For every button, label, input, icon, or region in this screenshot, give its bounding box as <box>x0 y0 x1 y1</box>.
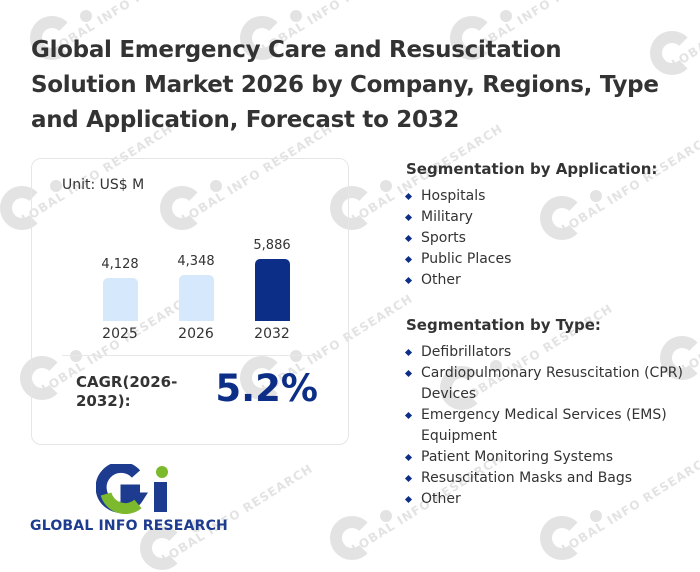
bullet-icon <box>404 348 413 357</box>
application-list: Hospitals Military Sports Public Places Othe… <box>404 186 686 291</box>
bar-2025 <box>102 278 138 321</box>
type-item-label: Emergency Medical Services (EMS) Equipme… <box>421 407 667 444</box>
logo-text: GLOBAL INFO RESEARCH <box>30 518 228 534</box>
segmentation-application-heading: Segmentation by Application: <box>406 160 658 178</box>
type-item: Other <box>404 489 686 510</box>
bullet-icon <box>404 453 413 462</box>
bar-value-label: 5,886 <box>253 238 291 253</box>
x-tick-label: 2025 <box>102 326 138 342</box>
type-item-label: Other <box>421 491 461 507</box>
type-item: Emergency Medical Services (EMS) Equipme… <box>404 405 686 447</box>
bullet-icon <box>404 495 413 504</box>
divider <box>62 355 322 356</box>
segmentation-type-heading: Segmentation by Type: <box>406 316 601 334</box>
application-item-label: Military <box>421 209 473 225</box>
bar-2032 <box>254 259 290 321</box>
bar-2026 <box>178 275 214 321</box>
page-title: Global Emergency Care and Resuscitation … <box>31 37 659 133</box>
type-list: Defibrillators Cardiopulmonary Resuscitat… <box>404 342 686 510</box>
cagr-value: 5.2% <box>215 367 318 410</box>
type-item: Defibrillators <box>404 342 686 363</box>
unit-label: Unit: US$ M <box>62 177 145 193</box>
gi-logo-icon <box>96 464 168 514</box>
bullet-icon <box>404 276 413 285</box>
bullet-icon <box>404 411 413 420</box>
segmentation-type: Segmentation by Type: Defibrillators Card… <box>404 316 686 510</box>
type-item-label: Patient Monitoring Systems <box>421 449 614 465</box>
application-item: Other <box>404 270 686 291</box>
application-item-label: Public Places <box>421 251 512 267</box>
company-logo: GLOBAL INFO RESEARCH <box>30 464 230 536</box>
application-item: Public Places <box>404 249 686 270</box>
bullet-icon <box>404 192 413 201</box>
type-item-label: Resuscitation Masks and Bags <box>421 470 633 486</box>
type-item: Resuscitation Masks and Bags <box>404 468 686 489</box>
segmentation-application: Segmentation by Application: Hospitals Mi… <box>404 160 686 291</box>
application-item-label: Sports <box>421 230 466 246</box>
type-item: Patient Monitoring Systems <box>404 447 686 468</box>
application-item-label: Other <box>421 272 461 288</box>
x-tick-label: 2026 <box>178 326 214 342</box>
bar-chart: 4,128 2025 4,348 2026 5,886 2032 <box>32 159 350 359</box>
bullet-icon <box>404 234 413 243</box>
x-tick-label: 2032 <box>254 326 290 342</box>
market-size-card: Unit: US$ M 4,128 2025 4,348 2026 5,886 2032 … <box>31 158 349 445</box>
watermark: GLOBAL INFO RESEARCH <box>540 451 700 562</box>
application-item: Sports <box>404 228 686 249</box>
application-item-label: Hospitals <box>421 188 486 204</box>
cagr-label: CAGR(2026-2032): <box>76 373 178 410</box>
type-item-label: Defibrillators <box>421 344 512 360</box>
application-item: Military <box>404 207 686 228</box>
bullet-icon <box>404 369 413 378</box>
bullet-icon <box>404 474 413 483</box>
watermark: GLOBAL INFO RESEARCH <box>330 451 505 562</box>
type-item: Cardiopulmonary Resuscitation (CPR) Devi… <box>404 363 686 405</box>
application-item: Hospitals <box>404 186 686 207</box>
bar-value-label: 4,128 <box>101 257 139 272</box>
type-item-label: Cardiopulmonary Resuscitation (CPR) Devi… <box>421 365 683 402</box>
bullet-icon <box>404 213 413 222</box>
bar-value-label: 4,348 <box>177 254 215 269</box>
bullet-icon <box>404 255 413 264</box>
